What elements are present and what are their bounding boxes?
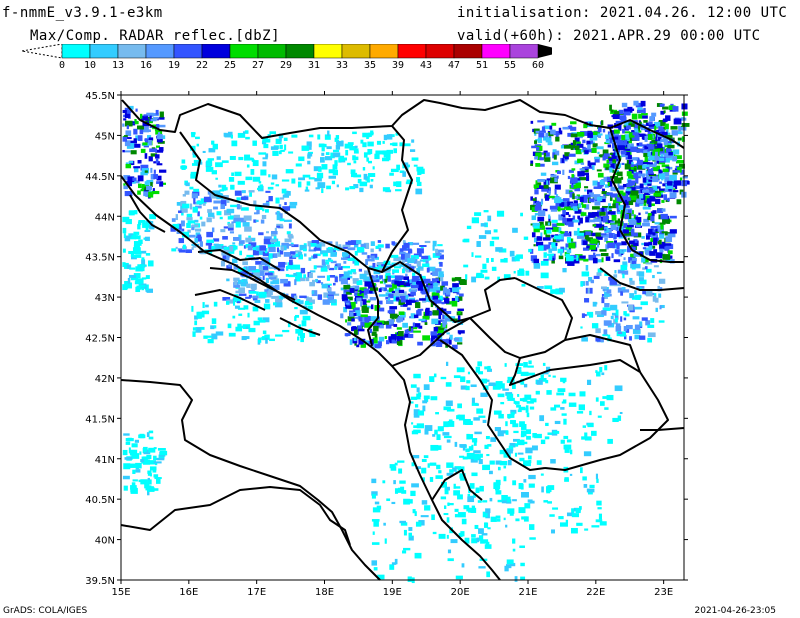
legend-label: 55 [503, 60, 517, 71]
lat-tick-label: 42N [95, 374, 115, 385]
legend-label: 10 [83, 60, 97, 71]
legend-high-arrow [538, 44, 552, 58]
lat-tick-label: 43N [95, 293, 115, 304]
product-title: Max/Comp. RADAR reflec.[dbZ] [30, 28, 281, 44]
legend-label: 47 [447, 60, 461, 71]
init-time: initialisation: 2021.04.26. 12:00 UTC [457, 5, 788, 21]
model-title: f-nmmE_v3.9.1-e3km [2, 5, 163, 21]
lat-tick-label: 40.5N [85, 495, 115, 506]
legend-label: 51 [475, 60, 489, 71]
lon-tick-label: 19E [383, 587, 402, 598]
lat-ticks: 45.5N 45N 44.5N 44N 43.5N 43N 42.5N 42N 41.5N 41N… [85, 91, 688, 587]
lon-tick-label: 15E [111, 587, 130, 598]
lat-tick-label: 44N [95, 212, 115, 223]
legend-label: 13 [111, 60, 125, 71]
legend-label: 33 [335, 60, 349, 71]
legend-label: 39 [391, 60, 405, 71]
legend-label: 43 [419, 60, 433, 71]
lon-tick-label: 20E [451, 587, 470, 598]
lon-tick-label: 16E [179, 587, 198, 598]
lon-tick-label: 18E [315, 587, 334, 598]
lon-ticks: 15E 16E 17E 18E 19E 20E 21E 22E 23E [111, 91, 673, 598]
legend-label: 19 [167, 60, 181, 71]
lat-tick-label: 42.5N [85, 334, 115, 345]
legend-label: 27 [251, 60, 265, 71]
lat-tick-label: 41.5N [85, 414, 115, 425]
legend-label: 31 [307, 60, 321, 71]
lat-tick-label: 43.5N [85, 253, 115, 264]
lat-tick-label: 44.5N [85, 172, 115, 183]
footer-timestamp: 2021-04-26-23:05 [694, 606, 777, 616]
lon-tick-label: 21E [518, 587, 537, 598]
legend-label: 25 [223, 60, 237, 71]
lon-tick-label: 17E [247, 587, 266, 598]
lat-tick-label: 41N [95, 455, 115, 466]
lon-tick-label: 23E [654, 587, 673, 598]
lat-tick-label: 39.5N [85, 576, 115, 587]
lat-tick-label: 45.5N [85, 91, 115, 102]
lat-tick-label: 45N [95, 131, 115, 142]
legend-label: 35 [363, 60, 377, 71]
legend-label: 0 [58, 60, 66, 71]
legend-label: 22 [195, 60, 209, 71]
lat-tick-label: 40N [95, 536, 115, 547]
legend-low-arrow [22, 44, 63, 59]
valid-time: valid(+60h): 2021.APR.29 00:00 UTC [457, 28, 761, 44]
radar-echoes [122, 100, 690, 584]
coastlines-borders [120, 99, 685, 581]
legend-label: 60 [531, 60, 545, 71]
footer-credit: GrADS: COLA/IGES [3, 606, 88, 616]
legend-label: 16 [139, 60, 153, 71]
color-legend [22, 44, 552, 59]
legend-label: 29 [279, 60, 293, 71]
lon-tick-label: 22E [586, 587, 605, 598]
